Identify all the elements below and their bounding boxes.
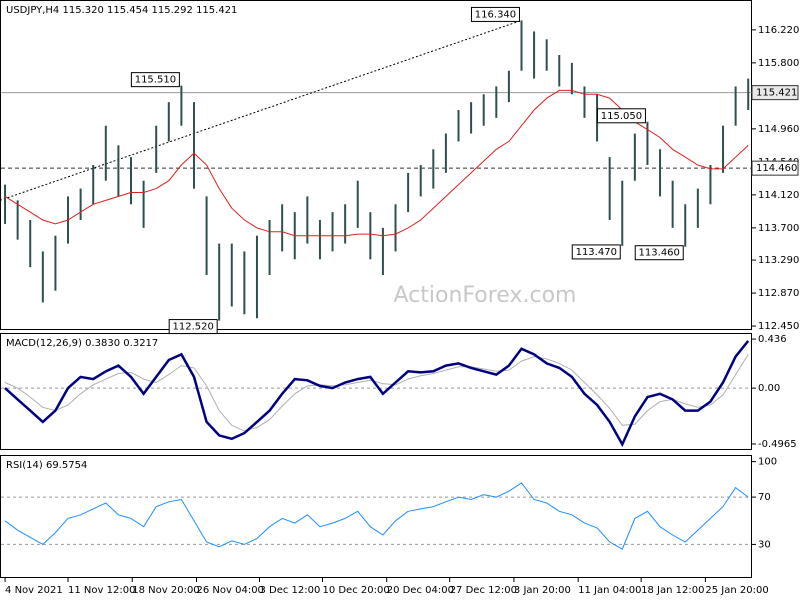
x-tick-label: 11 Jan 04:00 — [578, 585, 641, 596]
annotation-label: 115.510 — [135, 75, 176, 86]
annotation-box — [470, 6, 520, 22]
panel-frame — [0, 455, 752, 578]
y-tick-label: 114.960 — [758, 124, 799, 135]
y-tick-label: 114.120 — [758, 190, 799, 201]
x-tick-label: 10 Dec 20:00 — [322, 585, 389, 596]
x-tick-label: 20 Dec 04:00 — [387, 585, 454, 596]
x-tick-label: 18 Jan 12:00 — [641, 585, 704, 596]
y-tick-label: 100 — [758, 457, 777, 468]
x-tick-label: 25 Jan 20:00 — [705, 585, 768, 596]
y-tick-label: 112.450 — [758, 321, 799, 332]
annotation-label: 113.460 — [639, 248, 680, 259]
y-tick-label: 113.290 — [758, 255, 799, 266]
x-tick-label: 27 Dec 12:00 — [450, 585, 517, 596]
y-tick-label: 113.700 — [758, 223, 799, 234]
y-tick-label: -0.4965 — [758, 439, 797, 450]
x-tick-label: 11 Nov 12:00 — [68, 585, 135, 596]
annotation-label: 113.470 — [576, 247, 617, 258]
indicator-line — [4, 354, 749, 432]
price-label-box — [751, 160, 799, 176]
y-tick-label: 0.00 — [758, 383, 780, 394]
annotation-label: 116.340 — [475, 9, 516, 20]
annotation-box — [634, 245, 684, 261]
indicator-line — [4, 482, 749, 550]
price-label: 114.460 — [756, 163, 797, 174]
trendline — [0, 19, 522, 201]
x-tick-label: 18 Nov 20:00 — [132, 585, 199, 596]
x-tick-label: 26 Nov 04:00 — [197, 585, 264, 596]
y-tick-label: 30 — [758, 539, 771, 550]
y-tick-label: 70 — [758, 492, 771, 503]
annotation-box — [571, 244, 621, 260]
panel-title: MACD(12,26,9) 0.3830 0.3217 — [6, 338, 158, 349]
watermark: ActionForex.com — [394, 283, 577, 308]
y-tick-label: 112.870 — [758, 288, 799, 299]
y-tick-label: 115.800 — [758, 58, 799, 69]
panel-title: RSI(14) 69.5754 — [6, 460, 87, 471]
price-label: 115.421 — [756, 88, 797, 99]
price-label-box — [751, 85, 799, 101]
panel-title: USDJPY,H4 115.320 115.454 115.292 115.42… — [6, 5, 237, 16]
y-tick-label: 0.436 — [758, 334, 787, 345]
annotation-label: 115.050 — [601, 111, 642, 122]
x-tick-label: 3 Dec 12:00 — [259, 585, 320, 596]
x-tick-label: 3 Jan 20:00 — [514, 585, 571, 596]
annotation-box — [596, 108, 646, 124]
panel-frame — [0, 333, 752, 450]
annotation-box — [130, 72, 180, 88]
x-tick-label: 4 Nov 2021 — [5, 585, 63, 596]
annotation-label: 112.520 — [172, 322, 213, 333]
panel-frame — [0, 0, 752, 330]
y-tick-label: 116.220 — [758, 25, 799, 36]
indicator-line — [4, 340, 750, 448]
